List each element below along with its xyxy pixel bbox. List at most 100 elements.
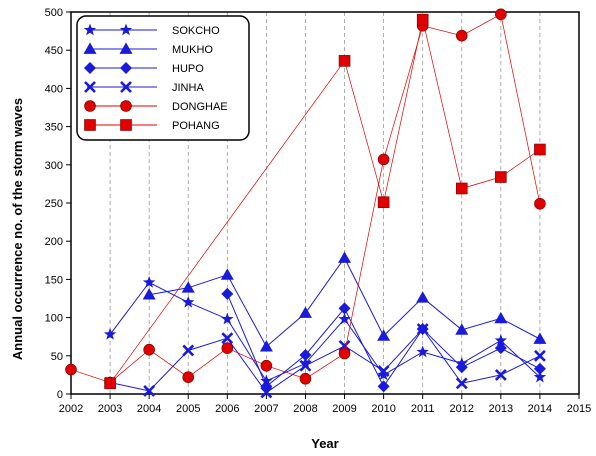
- legend-marker: [120, 100, 132, 112]
- legend-marker: [84, 81, 96, 93]
- series-line: [109, 281, 541, 382]
- x-tick-label: 2004: [137, 403, 161, 415]
- data-point: [533, 370, 547, 383]
- legend-item-donghae: DONGHAE: [84, 100, 228, 113]
- data-point: [221, 312, 234, 325]
- data-point: [182, 371, 195, 383]
- data-point: [299, 356, 312, 369]
- data-point: [259, 340, 273, 352]
- data-point: [298, 306, 312, 318]
- y-tick-label: 400: [45, 83, 63, 95]
- legend-label: POHANG: [172, 120, 220, 132]
- legend-label: HUPO: [172, 63, 204, 75]
- series-hupo: [221, 287, 546, 393]
- x-tick-label: 2010: [371, 403, 395, 415]
- data-point: [377, 365, 390, 377]
- data-point: [534, 197, 546, 210]
- legend-marker: [120, 62, 132, 74]
- data-point: [221, 332, 234, 345]
- data-point: [416, 291, 430, 303]
- x-tick-label: 2007: [254, 403, 278, 415]
- x-tick-label: 2005: [176, 403, 200, 415]
- data-point: [221, 342, 234, 354]
- data-point: [534, 349, 546, 362]
- data-point: [377, 368, 390, 381]
- x-tick-label: 2015: [567, 403, 591, 415]
- legend-marker: [84, 119, 96, 131]
- y-tick-label: 350: [45, 122, 63, 134]
- y-tick-label: 100: [45, 313, 63, 325]
- legend-marker: [119, 42, 133, 54]
- data-point: [338, 251, 352, 263]
- legend-marker: [120, 81, 132, 93]
- x-tick-label: 2002: [59, 403, 83, 415]
- series-mukho: [142, 251, 547, 352]
- data-point: [455, 29, 468, 42]
- data-point: [260, 359, 273, 372]
- y-tick-label: 200: [45, 236, 63, 248]
- data-point: [338, 55, 351, 67]
- y-tick-label: 150: [45, 274, 63, 286]
- data-point: [416, 13, 429, 26]
- legend-label: DONGHAE: [172, 101, 228, 113]
- x-axis-title: Year: [311, 436, 338, 451]
- y-axis-title: Annual occurrence no. of the storm waves: [10, 98, 25, 360]
- legend-label: MUKHO: [172, 44, 213, 56]
- x-tick-label: 2013: [489, 403, 513, 415]
- data-point: [377, 196, 390, 209]
- x-tick-label: 2003: [98, 403, 122, 415]
- data-point: [103, 327, 117, 340]
- legend-label: JINHA: [172, 82, 204, 94]
- x-tick-label: 2014: [528, 403, 552, 415]
- axes: 2002 2003 2004 2005 2006 2007 2008 2009 2010 2011…: [45, 7, 592, 415]
- data-point: [495, 171, 507, 183]
- x-tick-label: 2012: [450, 403, 474, 415]
- legend: SOKCHO MUKHO HUPO JINHA DONGHAE POHANG: [76, 15, 250, 141]
- legend-marker: [120, 119, 132, 131]
- data-point: [494, 334, 508, 346]
- legend-item-mukho: MUKHO: [83, 42, 213, 56]
- y-tick-label: 300: [45, 160, 63, 172]
- data-point: [142, 288, 156, 300]
- legend-marker: [84, 62, 96, 74]
- data-point: [534, 143, 546, 156]
- data-point: [494, 368, 507, 381]
- y-tick-label: 50: [51, 351, 63, 363]
- data-point: [455, 182, 468, 195]
- data-point: [495, 8, 507, 21]
- legend-marker: [84, 100, 96, 112]
- data-point: [182, 295, 195, 308]
- data-point: [533, 362, 546, 375]
- legend-label: SOKCHO: [172, 25, 220, 37]
- data-point: [220, 268, 234, 280]
- y-tick-label: 500: [45, 7, 63, 19]
- data-point: [338, 312, 351, 325]
- data-point: [299, 359, 312, 372]
- data-point: [143, 343, 155, 356]
- data-point: [377, 329, 391, 341]
- data-point: [181, 281, 195, 293]
- legend-marker: [83, 23, 97, 36]
- data-point: [533, 332, 547, 344]
- data-point: [416, 345, 429, 358]
- x-tick-label: 2008: [293, 403, 317, 415]
- data-point: [142, 275, 156, 288]
- y-tick-label: 250: [45, 198, 63, 210]
- legend-box: [76, 15, 250, 141]
- data-point: [338, 347, 351, 360]
- data-point: [377, 380, 390, 393]
- data-point: [299, 372, 312, 385]
- y-tick-label: 0: [57, 389, 63, 401]
- x-tick-label: 2006: [215, 403, 239, 415]
- data-point: [377, 153, 390, 166]
- data-point: [299, 349, 312, 362]
- data-point: [338, 302, 351, 315]
- data-point: [416, 323, 429, 335]
- data-point: [143, 385, 156, 397]
- data-point: [104, 377, 116, 390]
- series-line: [109, 328, 541, 394]
- legend-item-sokcho: SOKCHO: [83, 23, 220, 37]
- series: [65, 8, 547, 399]
- data-point: [221, 287, 234, 300]
